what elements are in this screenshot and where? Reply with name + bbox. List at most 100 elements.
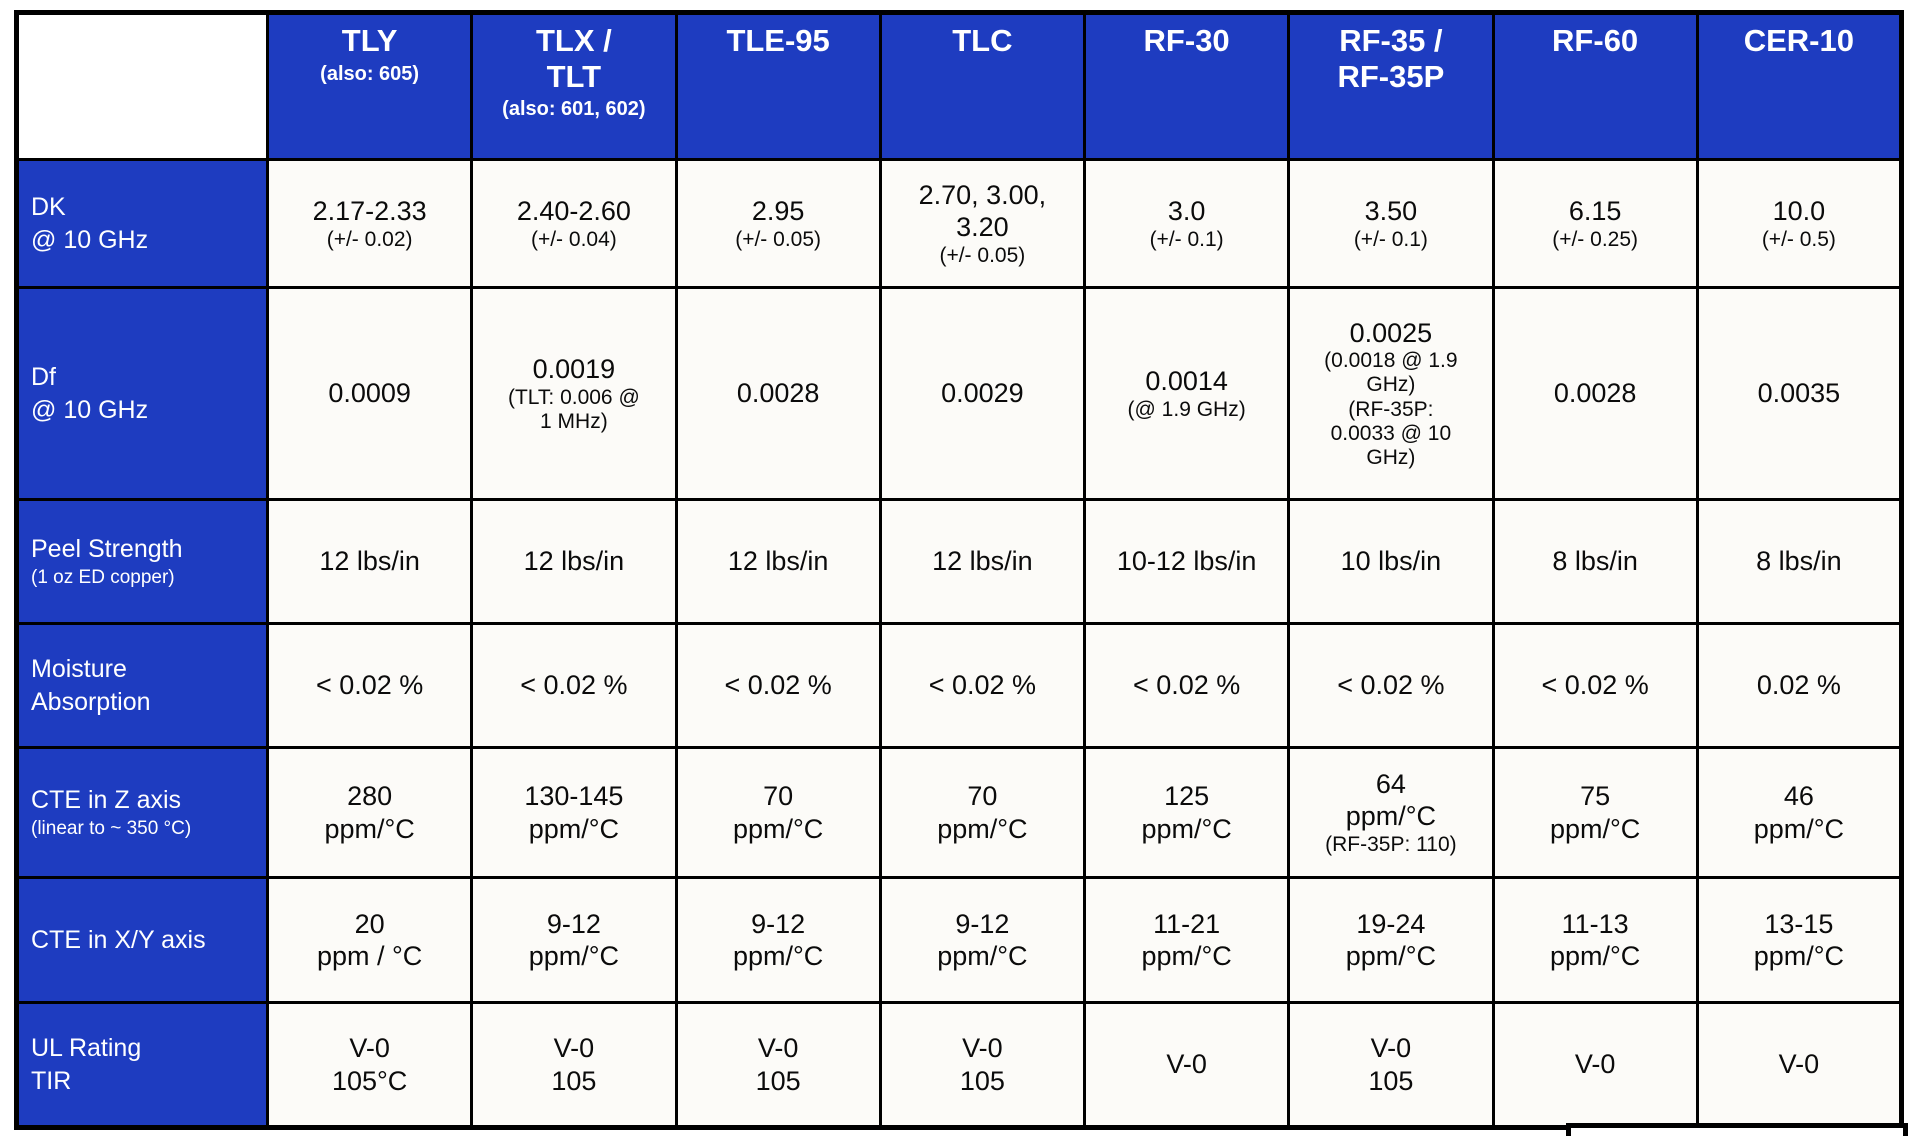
cell-note: (@ 1.9 GHz) [1127, 397, 1246, 421]
table-cell: 0.02 % [1695, 622, 1904, 749]
row-label-note: (linear to ~ 350 °C) [31, 817, 192, 839]
cell-value: 8 lbs/in [1756, 546, 1842, 577]
table-cell: 70 ppm/°C [674, 746, 882, 879]
cell-note: (+/- 0.05) [939, 243, 1026, 267]
table-cell: < 0.02 % [1287, 622, 1495, 749]
column-subtitle: (also: 601, 602) [502, 98, 646, 121]
table-cell: 64 ppm/°C (RF-35P: 110) [1287, 746, 1495, 879]
row-label-cell: CTE in X/Y axis [15, 876, 269, 1004]
table-cell: < 0.02 % [674, 622, 882, 749]
table-cell: 9-12 ppm/°C [470, 876, 678, 1004]
table-cell: V-0 105 [1287, 1001, 1495, 1129]
cell-value: 0.0028 [736, 378, 820, 409]
column-header: TLY (also: 605) [265, 11, 474, 161]
table-cell: < 0.02 % [1491, 622, 1699, 749]
cell-value: 10.0 [1772, 196, 1826, 227]
cell-value: 280 ppm/°C [324, 781, 415, 844]
table-cell: V-0 105 [878, 1001, 1087, 1129]
table-cell: 9-12 ppm/°C [674, 876, 882, 1004]
cell-value: 9-12 ppm/°C [732, 908, 824, 971]
cell-value: < 0.02 % [520, 670, 628, 701]
table-cell: 12 lbs/in [674, 498, 882, 625]
cell-note: (0.0018 @ 1.9 GHz) (RF-35P: 0.0033 @ 10 … [1324, 349, 1458, 469]
cell-value: V-0 105°C [331, 1033, 408, 1096]
cell-value: 3.50 [1364, 196, 1418, 227]
cell-value: V-0 105 [959, 1033, 1005, 1096]
table-row: DK @ 10 GHz 2.17-2.33 (+/- 0.02) 2.40-2.60(… [15, 158, 1904, 289]
cell-value: 12 lbs/in [523, 546, 625, 577]
table-row: Peel Strength (1 oz ED copper) 12 lbs/in 12… [15, 498, 1904, 625]
corner-cell [15, 11, 269, 161]
table-cell: 75 ppm/°C [1491, 746, 1699, 879]
row-label-cell: CTE in Z axis (linear to ~ 350 °C) [15, 746, 269, 879]
table-cell: 8 lbs/in [1491, 498, 1699, 625]
table-cell: 125 ppm/°C [1082, 746, 1291, 879]
column-header: RF-35 / RF-35P [1287, 11, 1495, 161]
table-header: TLY (also: 605) TLX / TLT (also: 601, 602) T… [15, 11, 1904, 161]
cell-value: 0.0025 [1349, 317, 1433, 348]
table-cell: < 0.02 % [470, 622, 678, 749]
cell-value: < 0.02 % [315, 670, 424, 701]
table-cell: 0.0019 (TLT: 0.006 @ 1 MHz) [470, 286, 678, 501]
table-cell: 0.0009 [265, 286, 474, 501]
table-row: CTE in X/Y axis 20 ppm / °C 9-12 ppm/°C 9-1… [15, 876, 1904, 1004]
cell-value: 9-12 ppm/°C [937, 908, 1028, 971]
cell-value: < 0.02 % [1541, 670, 1649, 701]
row-label: CTE in Z axis [31, 786, 182, 815]
row-label: Peel Strength [31, 535, 183, 564]
cell-value: < 0.02 % [1132, 670, 1241, 701]
cell-value: 2.17-2.33 [312, 196, 427, 227]
cell-note: (TLT: 0.006 @ 1 MHz) [507, 385, 640, 433]
table-cell: 12 lbs/in [265, 498, 474, 625]
cell-value: 0.0014 [1145, 366, 1228, 397]
table-cell: V-0 105°C [265, 1001, 474, 1129]
table-cell: V-0 105 [674, 1001, 882, 1129]
cell-value: 6.15 [1568, 196, 1622, 227]
table-cell: 0.0029 [878, 286, 1087, 501]
table-cell: 280 ppm/°C [265, 746, 474, 879]
table-cell: 2.70, 3.00, 3.20 (+/- 0.05) [878, 158, 1087, 289]
cell-value: V-0 105 [755, 1033, 801, 1096]
cell-value: 12 lbs/in [727, 546, 829, 577]
row-label-cell: Df @ 10 GHz [15, 286, 269, 501]
column-title: RF-35 / RF-35P [1337, 23, 1445, 94]
table-cell: V-0 [1695, 1001, 1904, 1129]
table-row: Df @ 10 GHz 0.0009 0.0019 (TLT: 0.006 @ 1 M… [15, 286, 1904, 501]
column-header: TLE-95 [674, 11, 882, 161]
table-cell: V-0 [1491, 1001, 1699, 1129]
cell-value: 64 ppm/°C [1345, 769, 1437, 832]
table-cell: 130-145 ppm/°C [470, 746, 678, 879]
column-title: TLY [341, 23, 398, 58]
column-title: RF-60 [1552, 23, 1639, 58]
table-cell: 46 ppm/°C [1695, 746, 1904, 879]
table-cell: 0.0025 (0.0018 @ 1.9 GHz) (RF-35P: 0.0033… [1287, 286, 1495, 501]
cell-value: 11-13 ppm/°C [1549, 908, 1641, 971]
cell-note: (RF-35P: 110) [1325, 832, 1457, 856]
row-label-cell: Peel Strength (1 oz ED copper) [15, 498, 269, 625]
table-cell: 10 lbs/in [1287, 498, 1495, 625]
cell-value: 0.0019 [532, 354, 616, 385]
column-title: TLE-95 [726, 23, 830, 58]
cell-value: < 0.02 % [724, 670, 832, 701]
cell-value: V-0 105 [1368, 1033, 1414, 1096]
table-cell: 20 ppm / °C [265, 876, 474, 1004]
cell-value: 8 lbs/in [1552, 546, 1638, 577]
row-label: DK @ 10 GHz [31, 193, 149, 254]
cell-value: 125 ppm/°C [1141, 781, 1232, 844]
table-cell: 19-24 ppm/°C [1287, 876, 1495, 1004]
row-label: Moisture Absorption [31, 655, 151, 716]
column-subtitle: (also: 605) [320, 62, 420, 85]
cell-value: 11-21 ppm/°C [1141, 908, 1232, 971]
cell-note: (+/- 0.02) [326, 227, 413, 251]
table-body: DK @ 10 GHz 2.17-2.33 (+/- 0.02) 2.40-2.60(… [15, 158, 1904, 1129]
row-label: UL Rating TIR [31, 1034, 142, 1095]
cutoff-box [1566, 1123, 1908, 1136]
table-row: UL Rating TIR V-0 105°C V-0 105 V-0 105 V-0 … [15, 1001, 1904, 1129]
cell-value: 12 lbs/in [932, 546, 1033, 577]
column-title: CER-10 [1743, 23, 1854, 58]
column-header: RF-60 [1491, 11, 1699, 161]
cell-value: 3.0 [1167, 196, 1206, 227]
column-header: TLX / TLT (also: 601, 602) [470, 11, 678, 161]
table-row: Moisture Absorption < 0.02 % < 0.02 % < 0.0… [15, 622, 1904, 749]
